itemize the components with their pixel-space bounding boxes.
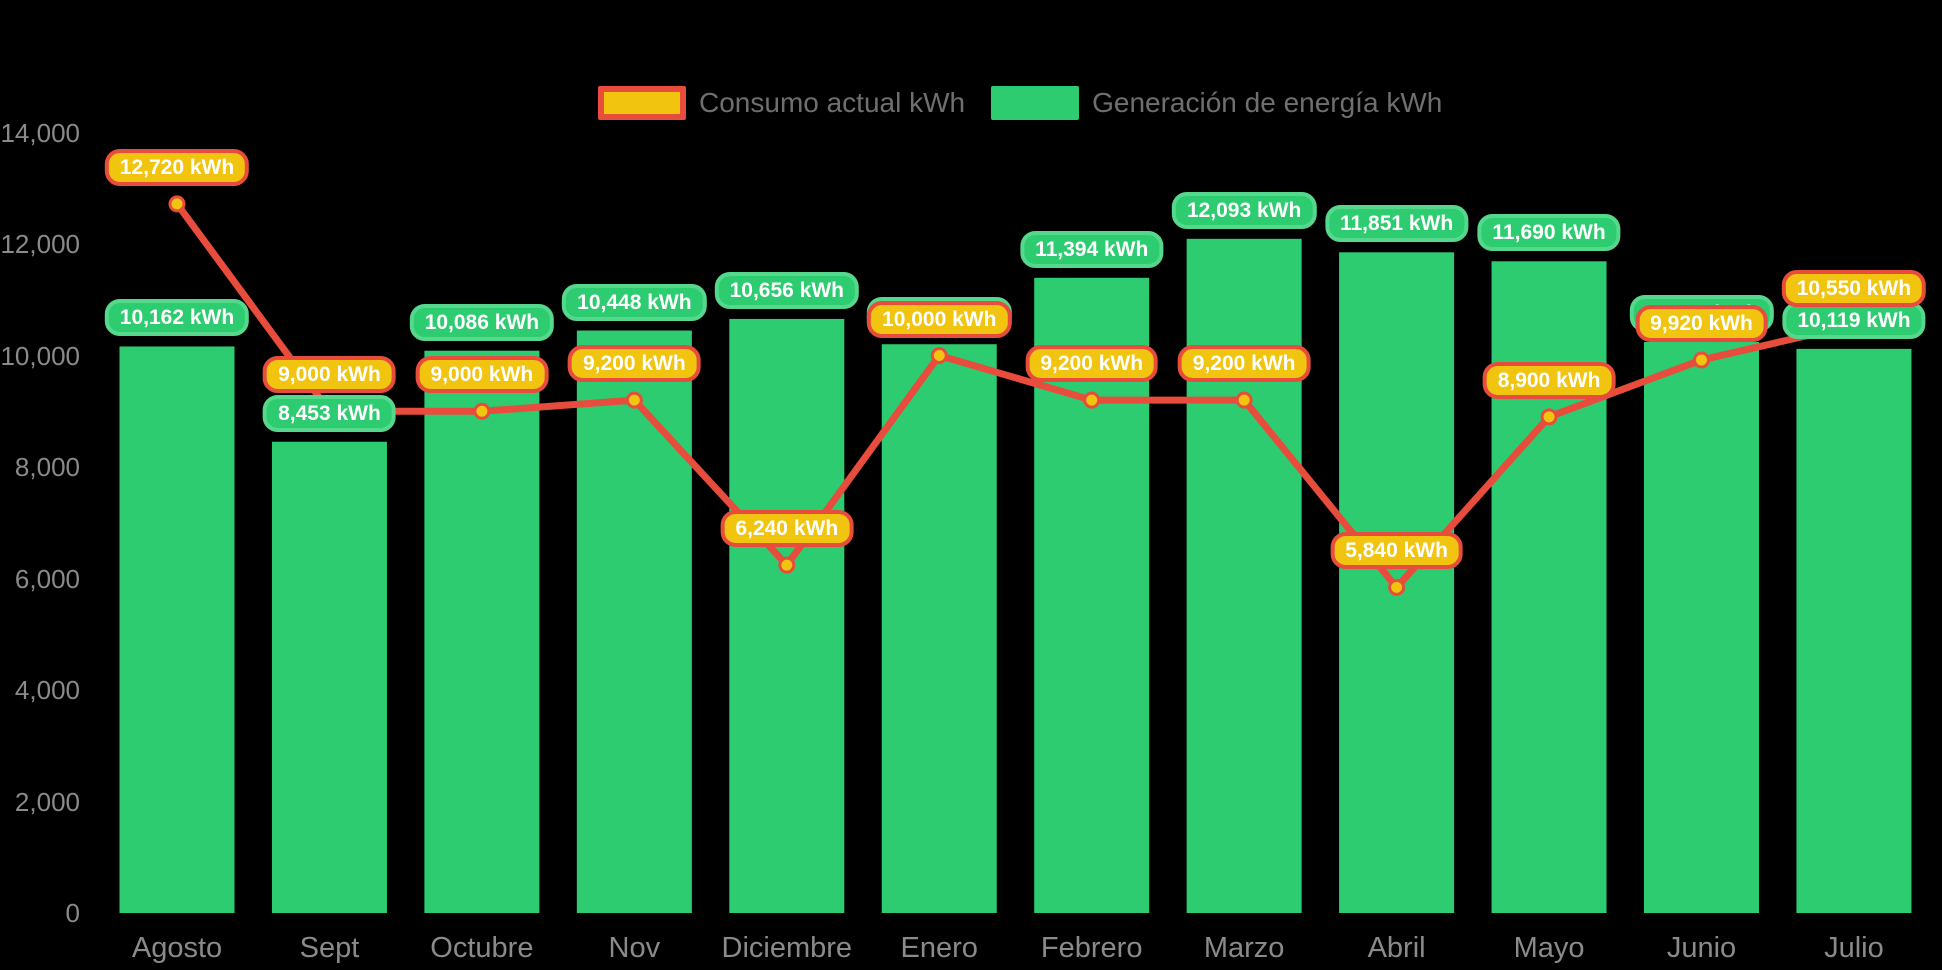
point-octubre[interactable] <box>473 402 491 420</box>
consumption-label-febrero: 9,200 kWh <box>1025 345 1159 383</box>
x-tick-diciembre: Diciembre <box>721 932 853 964</box>
bar-sept[interactable] <box>271 441 387 913</box>
generation-label-febrero: 11,394 kWh <box>1020 230 1164 268</box>
y-tick-4,000: 4,000 <box>14 675 80 705</box>
bar-febrero[interactable] <box>1034 277 1150 913</box>
legend-item-consumo[interactable]: Consumo actual kWh <box>598 86 965 120</box>
y-tick-2,000: 2,000 <box>14 786 80 817</box>
generation-label-mayo: 11,690 kWh <box>1477 214 1621 252</box>
legend-item-generacion[interactable]: Generación de energía kWh <box>991 86 1442 120</box>
generation-label-agosto: 10,162 kWh <box>104 299 250 337</box>
point-mayo[interactable] <box>1540 408 1558 426</box>
consumption-label-junio: 9,920 kWh <box>1635 304 1768 342</box>
consumption-label-enero: 10,000 kWh <box>867 300 1012 338</box>
generation-label-nov: 10,448 kWh <box>562 283 707 321</box>
y-tick-10,000: 10,000 <box>0 340 80 371</box>
bar-julio[interactable] <box>1796 348 1912 914</box>
consumption-label-marzo: 9,200 kWh <box>1177 345 1311 383</box>
point-nov[interactable] <box>625 391 643 409</box>
x-tick-enero: Enero <box>900 932 978 964</box>
y-tick-12,000: 12,000 <box>0 229 80 259</box>
x-tick-agosto: Agosto <box>131 932 223 964</box>
y-tick-14,000: 14,000 <box>0 117 80 148</box>
point-agosto[interactable] <box>168 195 186 213</box>
bar-junio[interactable] <box>1644 342 1759 913</box>
x-tick-junio: Junio <box>1666 932 1737 964</box>
consumption-label-nov: 9,200 kWh <box>567 345 701 383</box>
y-tick-0: 0 <box>65 898 80 928</box>
consumo-swatch-icon <box>598 86 686 120</box>
x-tick-mayo: Mayo <box>1513 932 1585 964</box>
x-tick-marzo: Marzo <box>1203 932 1285 964</box>
y-tick-6,000: 6,000 <box>14 563 80 594</box>
bar-marzo[interactable] <box>1186 238 1302 913</box>
chart-legend: Consumo actual kWh Generación de energía… <box>598 86 1442 120</box>
consumption-label-octubre: 9,000 kWh <box>415 356 549 394</box>
point-abril[interactable] <box>1388 578 1406 596</box>
point-febrero[interactable] <box>1083 391 1101 409</box>
x-tick-febrero: Febrero <box>1040 932 1143 964</box>
generacion-swatch-icon <box>991 86 1080 120</box>
x-tick-sept: Sept <box>299 932 360 964</box>
consumption-label-diciembre: 6,240 kWh <box>720 510 854 548</box>
generation-label-diciembre: 10,656 kWh <box>714 271 859 309</box>
consumption-label-julio: 10,550 kWh <box>1781 269 1927 307</box>
generation-label-julio: 10,119 kWh <box>1782 301 1926 339</box>
consumption-label-agosto: 12,720 kWh <box>104 148 250 186</box>
generation-label-octubre: 10,086 kWh <box>409 303 555 341</box>
bar-enero[interactable] <box>881 344 997 913</box>
x-tick-abril: Abril <box>1367 932 1426 964</box>
x-tick-julio: Julio <box>1824 932 1884 964</box>
generation-label-marzo: 12,093 kWh <box>1171 191 1317 229</box>
legend-label-consumo: Consumo actual kWh <box>699 87 966 118</box>
bar-agosto[interactable] <box>119 346 235 913</box>
generation-label-sept: 8,453 kWh <box>263 394 396 432</box>
bar-octubre[interactable] <box>424 350 540 913</box>
point-junio[interactable] <box>1693 351 1710 369</box>
point-diciembre[interactable] <box>778 556 796 574</box>
consumption-label-abril: 5,840 kWh <box>1330 532 1463 570</box>
x-tick-octubre: Octubre <box>430 932 534 964</box>
consumption-label-mayo: 8,900 kWh <box>1482 361 1616 399</box>
point-enero[interactable] <box>930 347 948 364</box>
consumption-label-sept: 9,000 kWh <box>263 356 396 394</box>
bar-diciembre[interactable] <box>729 318 845 914</box>
point-marzo[interactable] <box>1235 391 1253 409</box>
legend-label-generacion: Generación de energía kWh <box>1092 87 1443 118</box>
bar-nov[interactable] <box>576 330 692 913</box>
x-tick-nov: Nov <box>608 932 661 964</box>
y-tick-8,000: 8,000 <box>14 452 80 482</box>
bar-mayo[interactable] <box>1491 261 1607 914</box>
consumption-line <box>173 200 1858 591</box>
generation-label-abril: 11,851 kWh <box>1324 205 1469 243</box>
